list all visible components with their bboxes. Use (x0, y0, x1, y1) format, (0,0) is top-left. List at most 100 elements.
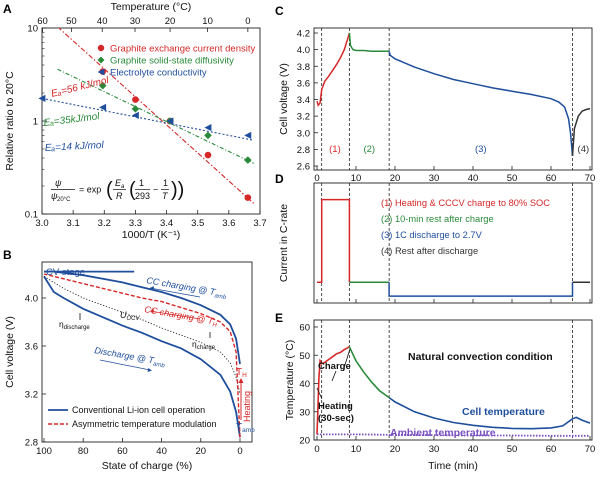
b-xtick-label: 20 (196, 446, 207, 457)
a-xtick-label: 3.7 (253, 218, 266, 229)
a-top-tick-label: 50 (66, 16, 77, 27)
annotation-heating-duration: (30-sec) (318, 413, 354, 424)
panel-a-equation: ψ ψ 20°C = exp ( E a R ( 1 293 − 1 T )) (51, 178, 184, 203)
annotation-th: TH (236, 367, 247, 379)
a-point-conductivity (204, 123, 212, 132)
c-phase-label-2: (2) (363, 144, 375, 155)
panel-c-cell-voltage: 2.6 2.8 3.0 3.2 3.4 3.6 3.8 4.0 4.2 0 10 20 30 40 50 6… (278, 27, 596, 184)
d-legend-entry-1: (1) Heating & CCCV charge to 80% SOC (381, 198, 550, 208)
a-ytick-label: 0.1 (25, 210, 38, 221)
a-ytick-label: 1 (33, 117, 38, 128)
e-temperature-curve-1 (388, 396, 591, 430)
eq-ea-sub: a (121, 184, 125, 190)
annotation-cc-amb: CC charging @ Tamb (145, 275, 228, 301)
a-top-tick-label: 20 (165, 16, 176, 27)
a-point-diffusivity (98, 81, 107, 90)
a-point-exchange-current (244, 194, 252, 201)
heating-arrow-head (238, 378, 244, 383)
panel-label-a: A (3, 2, 12, 16)
legend-label-exchange-current: Graphite exchange current density (110, 44, 255, 55)
a-point-diffusivity (204, 131, 212, 140)
panel-a-x-axis-label: 1000/T (K⁻¹) (122, 229, 180, 241)
b-ytick-label: 4.0 (25, 294, 38, 305)
a-top-tick-label: 60 (37, 16, 48, 27)
eq-t: T (162, 191, 169, 201)
panel-b-frame (41, 261, 253, 443)
b-curve-cc-charge-amb (44, 270, 241, 365)
legend-marker-exchange-current (97, 44, 105, 52)
e-xtick-label: 70 (585, 444, 596, 455)
arrow-heating (316, 387, 323, 400)
arrow-discharge-head (147, 368, 152, 372)
legend-label-asymmetric: Asymmetric temperature modulation (72, 419, 217, 429)
a-xtick-label: 3.5 (191, 218, 204, 229)
a-point-conductivity (38, 94, 46, 102)
a-xtick-label: 3.4 (160, 218, 173, 229)
c-xtick-label: 50 (507, 173, 518, 184)
annotation-ea-35: Eₐ=35kJ/mol (43, 111, 101, 129)
annotation-eta-discharge: ηdischarge (59, 319, 90, 331)
c-ytick-label: 3.2 (297, 112, 310, 123)
annotation-cv-stage: CV stage (46, 267, 85, 278)
legend-marker-conductivity (97, 68, 105, 76)
c-ytick-label: 4.0 (297, 45, 310, 56)
annotation-ea-56: Eₐ=56 kJ/mol (50, 75, 111, 100)
c-ytick-label: 3.6 (297, 78, 310, 89)
e-temperature-curve-3 (348, 346, 390, 399)
a-point-conductivity (244, 131, 252, 140)
a-top-tick-label: 30 (130, 16, 141, 27)
b-xtick-label: 80 (78, 446, 89, 457)
annotation-heating-e: Heating (318, 401, 353, 412)
eq-r: R (116, 191, 123, 201)
a-xtick-label: 3.6 (222, 218, 235, 229)
eq-psi-num: ψ (55, 178, 62, 188)
annotation-tamb: Tamb (236, 422, 255, 434)
arrow-charge-b (342, 348, 351, 372)
panel-c-frame (313, 27, 593, 171)
e-xtick-label: 60 (546, 444, 557, 455)
e-xtick-label: 50 (507, 444, 518, 455)
annotation-eta-charge: ηcharge (192, 339, 216, 351)
b-xtick-label: 0 (237, 446, 242, 457)
a-point-conductivity (131, 111, 139, 119)
panel-label-b: B (3, 248, 12, 262)
a-xtick-label: 3.3 (129, 218, 142, 229)
d-legend-entry-3: (3) 1C discharge to 2.7V (381, 230, 483, 240)
a-point-diffusivity (131, 105, 140, 113)
a-fit-line-0 (58, 28, 255, 204)
e-xtick-label: 40 (468, 444, 479, 455)
eq-paren-left: ( (106, 179, 113, 201)
eq-minus: − (153, 185, 158, 195)
c-xtick-label: 70 (585, 173, 596, 184)
eq-one-b: 1 (163, 178, 168, 188)
c-ytick-label: 4.2 (297, 29, 310, 40)
a-xtick-label: 3.0 (35, 218, 48, 229)
a-top-tick-label: 0 (245, 16, 250, 27)
a-point-exchange-current (204, 151, 212, 159)
panel-label-e: E (275, 311, 283, 325)
b-ytick-label: 3.6 (25, 342, 38, 353)
a-point-exchange-current (132, 96, 139, 103)
panel-d-frame (313, 182, 593, 304)
d-legend-entry-2: (2) 10-min rest after charge (381, 214, 494, 224)
legend-label-conductivity: Electrolyte conductivity (110, 68, 207, 79)
panel-a-y-axis-label: Relative ratio to 20°C (4, 71, 16, 171)
arrow-cc-h (149, 310, 201, 320)
b-xtick-label: 100 (36, 446, 52, 457)
panel-b-schematic-voltage: 100 80 60 40 20 0 2.8 3.2 3.6 4.0 State of charg… (4, 261, 255, 472)
c-voltage-curve-phase-4 (571, 107, 591, 157)
arrow-cc-amb-head (150, 286, 154, 290)
c-xtick-label: 30 (429, 173, 440, 184)
annotation-ambient-temperature: Ambient temperature (390, 427, 496, 439)
c-ytick-label: 3.4 (297, 95, 310, 106)
c-ytick-label: 2.8 (297, 145, 310, 156)
eq-one-a: 1 (139, 178, 144, 188)
a-point-conductivity (166, 117, 174, 125)
a-xtick-label: 3.1 (67, 218, 80, 229)
c-phase-label-3: (3) (475, 144, 487, 155)
e-xtick-label: 0 (314, 444, 319, 455)
panel-e-temperature: 20 30 40 50 60 0 10 20 30 40 50 60 70 Time (min) Te… (284, 319, 596, 472)
b-xtick-label: 40 (156, 446, 167, 457)
a-ytick-label: 10 (27, 24, 38, 35)
panel-b-y-axis-label: Cell voltage (V) (4, 316, 16, 388)
